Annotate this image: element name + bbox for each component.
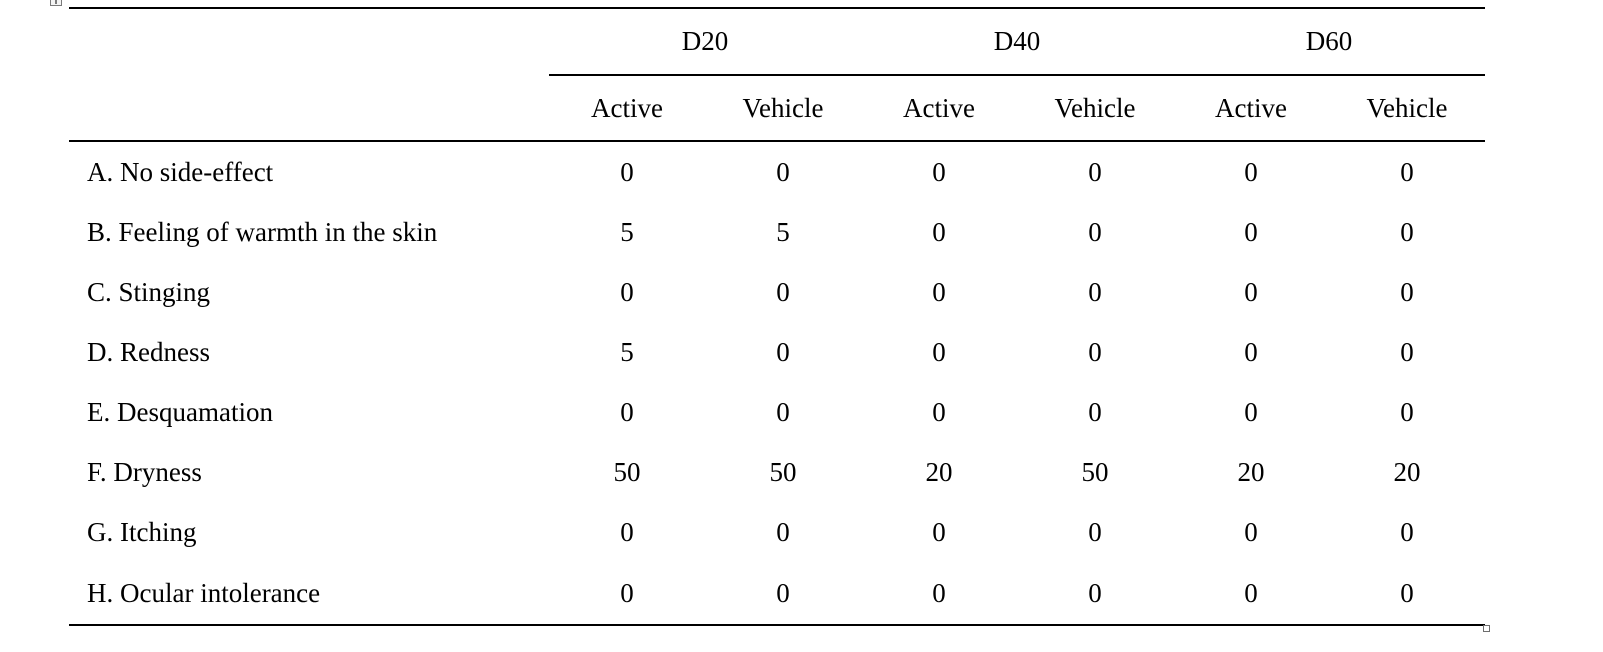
table-move-handle-icon[interactable]	[50, 0, 62, 6]
subheader-d20-vehicle: Vehicle	[705, 75, 861, 142]
table-row: F. Dryness 50 50 20 50 20 20	[69, 442, 1485, 502]
header-blank-cell	[69, 7, 549, 75]
table-cell: 0	[932, 396, 946, 427]
table-row: A. No side-effect 0 0 0 0 0 0	[69, 141, 1485, 202]
subheader-d60-vehicle: Vehicle	[1329, 75, 1485, 142]
table-cell: 0	[776, 336, 790, 367]
table-cell: 20	[1393, 456, 1421, 487]
group-header-d40: D40	[861, 7, 1173, 76]
table-cell: 0	[1017, 562, 1173, 626]
table-cell: 0	[1244, 276, 1258, 307]
table-cell: 20	[925, 456, 953, 487]
table-cell: 5	[620, 216, 634, 247]
table-cell: 0	[1088, 156, 1102, 187]
table-cell: 0	[776, 276, 790, 307]
subheader-d40-vehicle: Vehicle	[1017, 75, 1173, 142]
table-cell: 0	[1244, 216, 1258, 247]
table-cell: 0	[1088, 276, 1102, 307]
subheader-d40-active: Active	[861, 75, 1017, 142]
table-cell: 0	[1400, 336, 1414, 367]
table-cell: 0	[776, 396, 790, 427]
table-row: H. Ocular intolerance 0 0 0 0 0 0	[69, 562, 1485, 626]
table-cell: 0	[1400, 516, 1414, 547]
subheader-blank-cell	[69, 75, 549, 142]
subheader-d60-active: Active	[1173, 75, 1329, 142]
table-body: A. No side-effect 0 0 0 0 0 0 B. Feeling…	[69, 141, 1485, 626]
subheader-d20-active: Active	[549, 75, 705, 142]
table-cell: 0	[705, 562, 861, 626]
table-cell: 0	[776, 156, 790, 187]
group-header-d60: D60	[1173, 7, 1485, 76]
row-label: F. Dryness	[87, 456, 202, 487]
table-cell: 0	[620, 396, 634, 427]
row-label: B. Feeling of warmth in the skin	[87, 216, 438, 247]
subheader-row: Active Vehicle Active Vehicle Active Veh…	[69, 75, 1485, 142]
table-cell: 0	[861, 562, 1017, 626]
table-cell: 5	[776, 216, 790, 247]
table-row: C. Stinging 0 0 0 0 0 0	[69, 262, 1485, 322]
table-cell: 50	[1081, 456, 1109, 487]
table-cell: 0	[1088, 516, 1102, 547]
row-label: C. Stinging	[87, 276, 211, 307]
table-cell: 0	[932, 516, 946, 547]
table-cell: 50	[769, 456, 797, 487]
table-cell: 0	[1244, 156, 1258, 187]
table-cell: 0	[1400, 216, 1414, 247]
side-effects-table-container: D20 D40 D60 Active Vehicle Active Vehicl…	[69, 7, 1485, 626]
table-cell: 0	[1400, 276, 1414, 307]
row-label: A. No side-effect	[87, 156, 274, 187]
table-cell: 0	[620, 516, 634, 547]
table-cell: 0	[620, 276, 634, 307]
table-cell: 0	[1173, 562, 1329, 626]
row-label: D. Redness	[87, 336, 210, 367]
table-cell: 0	[1244, 396, 1258, 427]
table-cell: 0	[776, 516, 790, 547]
table-cell: 0	[1088, 216, 1102, 247]
table-cell: 0	[1244, 336, 1258, 367]
table-cell: 50	[613, 456, 641, 487]
table-cell: 0	[932, 156, 946, 187]
group-header-d20: D20	[549, 7, 861, 76]
row-label: E. Desquamation	[87, 396, 273, 427]
table-cell: 0	[1088, 336, 1102, 367]
table-resize-handle-icon[interactable]	[1483, 625, 1490, 632]
table-cell: 0	[1329, 562, 1485, 626]
table-row: E. Desquamation 0 0 0 0 0 0	[69, 382, 1485, 442]
table-row: B. Feeling of warmth in the skin 5 5 0 0…	[69, 202, 1485, 262]
table-cell: 20	[1237, 456, 1265, 487]
table-cell: 0	[1400, 396, 1414, 427]
table-row: D. Redness 5 0 0 0 0 0	[69, 322, 1485, 382]
table-cell: 5	[620, 336, 634, 367]
table-cell: 0	[932, 336, 946, 367]
table-row: G. Itching 0 0 0 0 0 0	[69, 502, 1485, 562]
table-cell: 0	[549, 562, 705, 626]
table-cell: 0	[932, 276, 946, 307]
table-cell: 0	[1088, 396, 1102, 427]
table-cell: 0	[1244, 516, 1258, 547]
table-header: D20 D40 D60 Active Vehicle Active Vehicl…	[69, 7, 1485, 142]
row-label: G. Itching	[87, 516, 197, 547]
group-header-row: D20 D40 D60	[69, 7, 1485, 76]
side-effects-table: D20 D40 D60 Active Vehicle Active Vehicl…	[69, 7, 1485, 626]
table-cell: 0	[620, 156, 634, 187]
row-label: H. Ocular intolerance	[69, 562, 549, 626]
table-cell: 0	[1400, 156, 1414, 187]
table-cell: 0	[932, 216, 946, 247]
